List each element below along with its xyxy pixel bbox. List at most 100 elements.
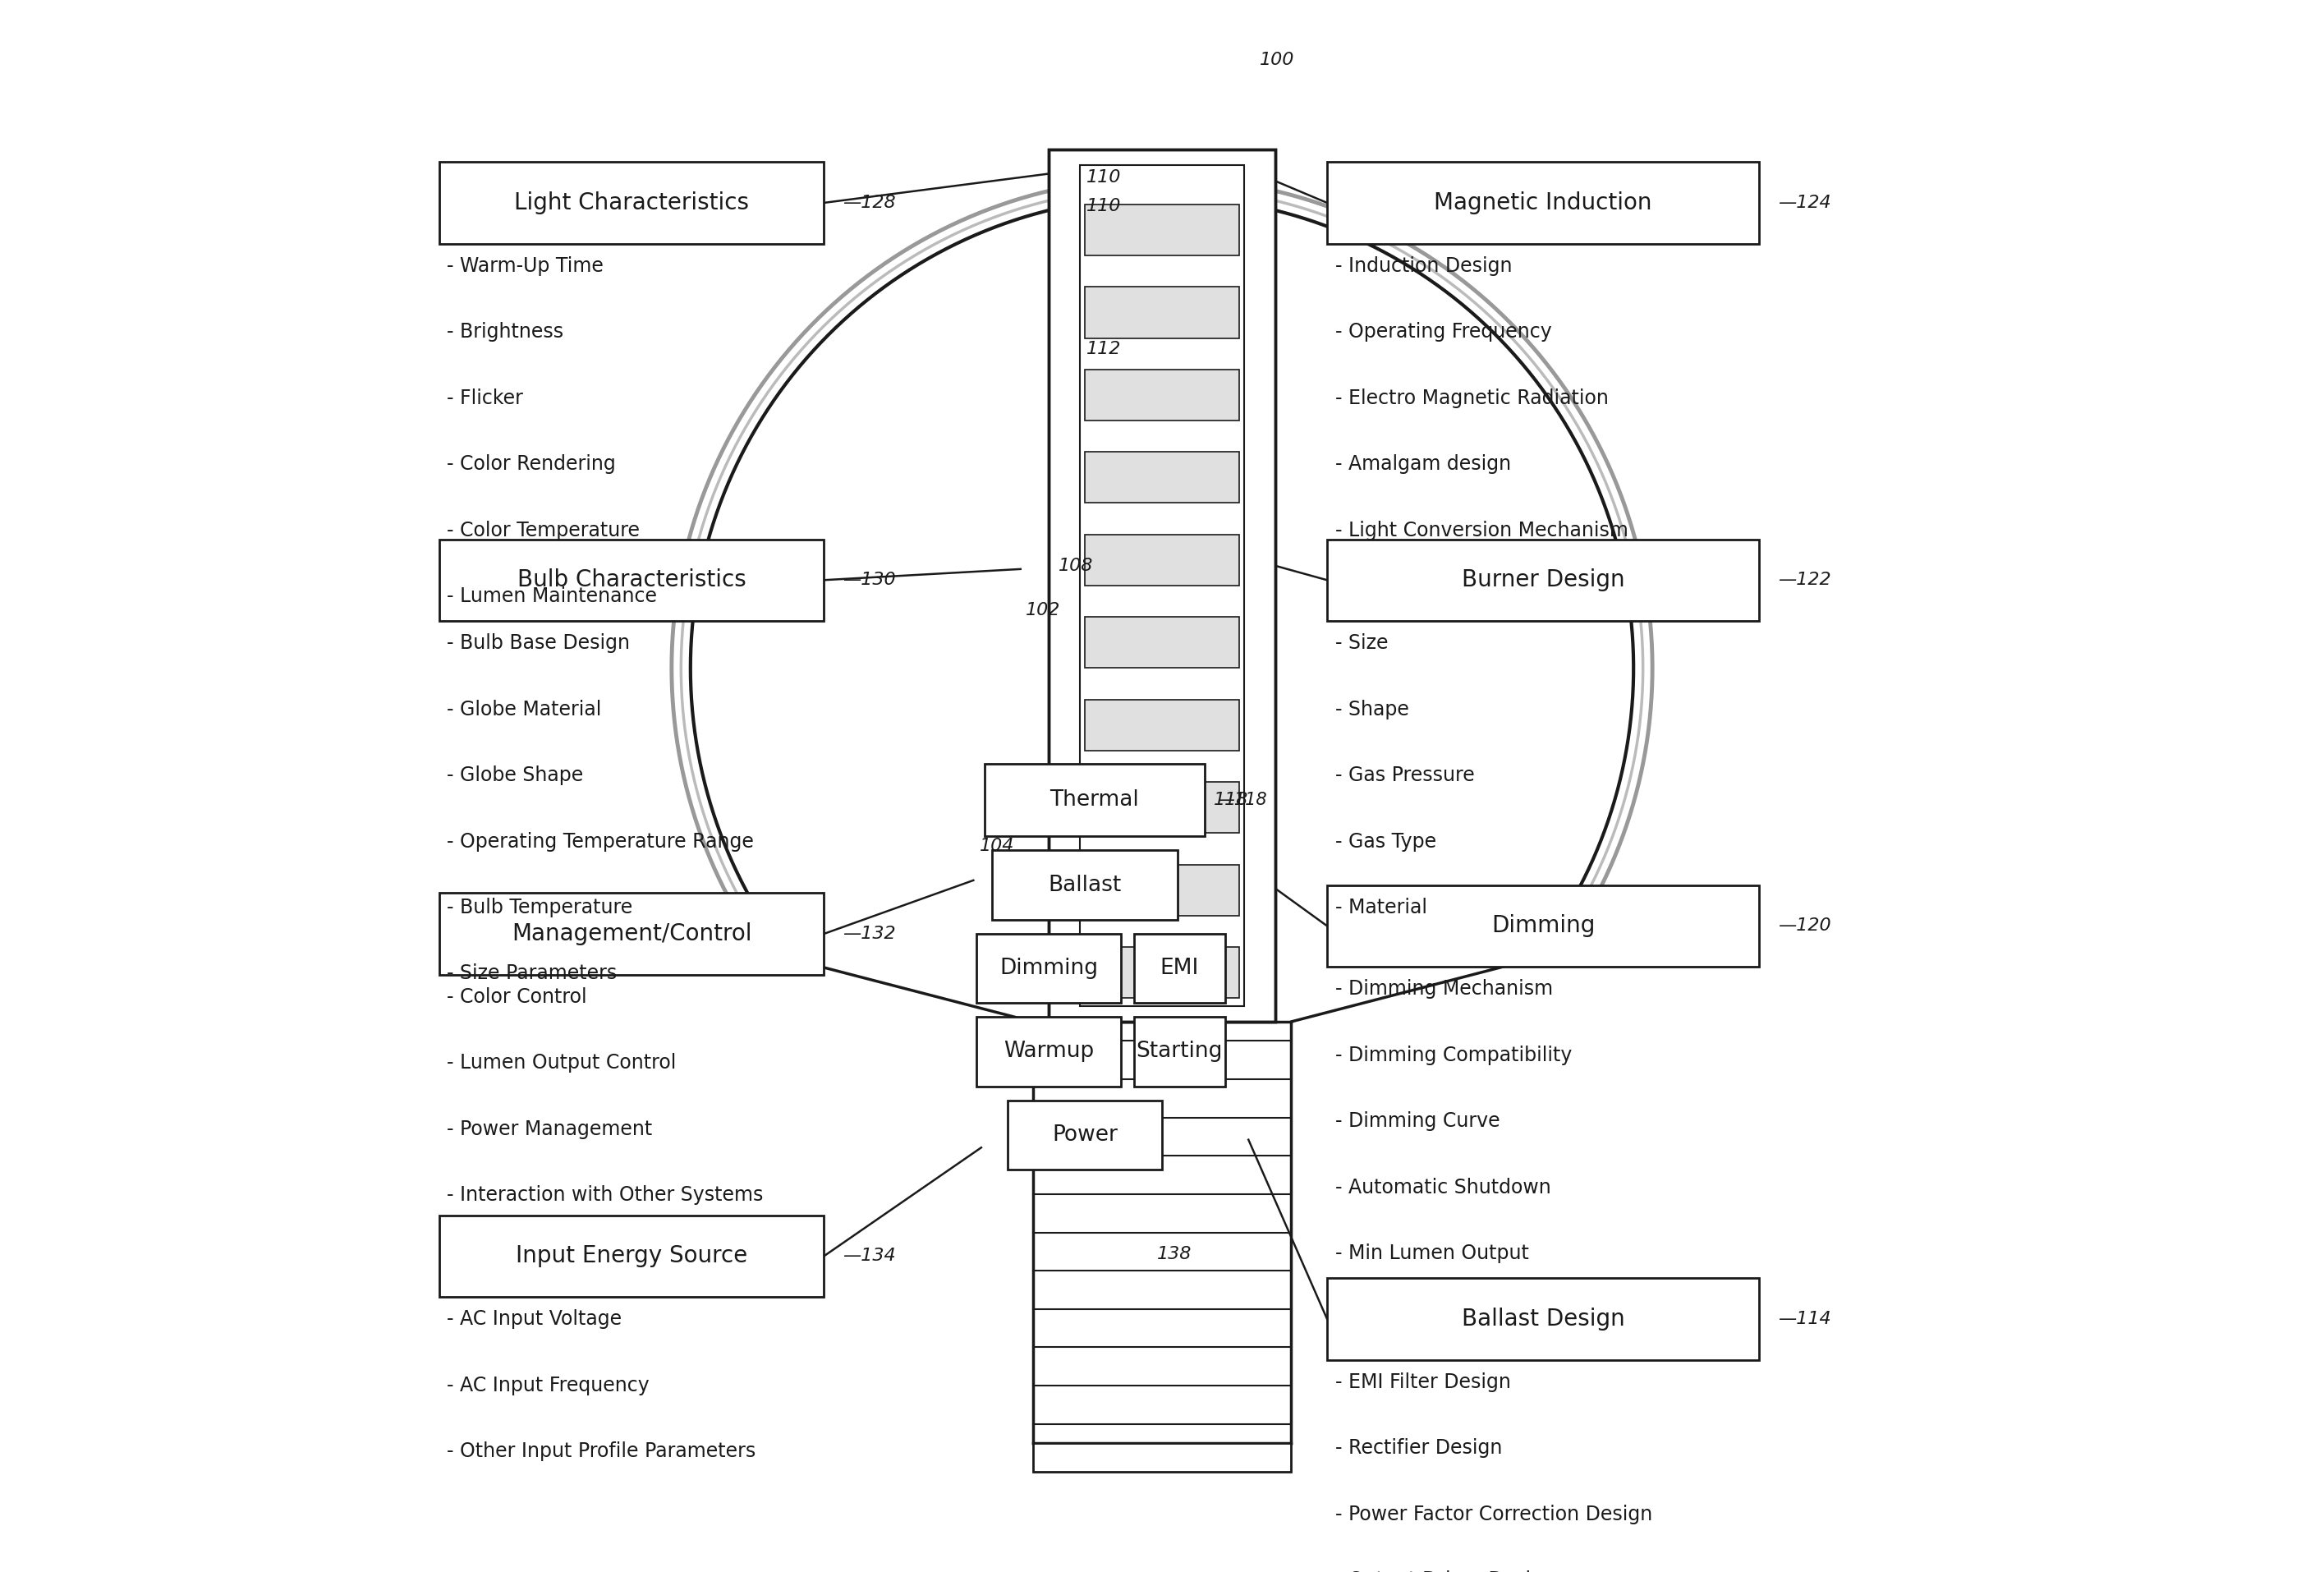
Text: —130: —130 <box>844 572 897 588</box>
Text: - AC Input Voltage: - AC Input Voltage <box>446 1309 623 1330</box>
Bar <box>1327 885 1759 967</box>
Text: Management/Control: Management/Control <box>511 923 751 945</box>
Bar <box>1085 451 1239 503</box>
Bar <box>992 850 1178 920</box>
Text: 104: 104 <box>981 838 1016 854</box>
Bar <box>1085 204 1239 255</box>
Text: —124: —124 <box>1778 195 1831 211</box>
Text: - Warm-Up Time: - Warm-Up Time <box>446 256 604 277</box>
Bar <box>439 162 825 244</box>
Bar <box>1034 1022 1290 1443</box>
Text: - Operating Temperature Range: - Operating Temperature Range <box>446 832 753 852</box>
Text: - EMI Filter Design: - EMI Filter Design <box>1334 1372 1511 1393</box>
Text: Input Energy Source: Input Energy Source <box>516 1245 748 1267</box>
Text: - Brightness: - Brightness <box>446 322 562 343</box>
Bar <box>439 1215 825 1297</box>
Bar <box>1085 700 1239 750</box>
Text: - AC Input Frequency: - AC Input Frequency <box>446 1376 648 1396</box>
Text: —134: —134 <box>844 1248 897 1264</box>
Text: - Output Driver Design: - Output Driver Design <box>1334 1570 1555 1572</box>
Bar <box>1327 162 1759 244</box>
Text: Light Characteristics: Light Characteristics <box>514 192 748 214</box>
Text: Power: Power <box>1053 1124 1118 1146</box>
Bar <box>976 934 1120 1003</box>
Text: - Induction Design: - Induction Design <box>1334 256 1513 277</box>
Text: - Size: - Size <box>1334 634 1387 654</box>
Bar <box>1034 1443 1290 1471</box>
Text: - Flicker: - Flicker <box>446 388 523 409</box>
Bar <box>985 764 1204 836</box>
Text: Magnetic Induction: Magnetic Induction <box>1434 192 1652 214</box>
Text: Starting: Starting <box>1136 1041 1222 1063</box>
Text: - Bulb Base Design: - Bulb Base Design <box>446 634 630 654</box>
Text: - Min Lumen Output: - Min Lumen Output <box>1334 1243 1529 1264</box>
Bar <box>439 539 825 621</box>
Bar <box>439 893 825 975</box>
Text: —122: —122 <box>1778 572 1831 588</box>
Text: - Automatic Shutdown: - Automatic Shutdown <box>1334 1177 1550 1198</box>
Text: Bulb Characteristics: Bulb Characteristics <box>516 569 746 591</box>
Text: - Dimming Curve: - Dimming Curve <box>1334 1111 1499 1132</box>
Bar <box>660 959 1664 1572</box>
Text: - Dimming Compatibility: - Dimming Compatibility <box>1334 1045 1571 1066</box>
Text: - Material: - Material <box>1334 898 1427 918</box>
Bar <box>1085 369 1239 420</box>
Text: - Size Parameters: - Size Parameters <box>446 964 618 984</box>
Text: Dimming: Dimming <box>999 957 1099 979</box>
Text: 108: 108 <box>1057 558 1092 574</box>
Text: - Power Management: - Power Management <box>446 1119 653 1140</box>
Bar <box>1134 1017 1225 1086</box>
Text: Thermal: Thermal <box>1050 789 1139 811</box>
Bar <box>1048 149 1276 1022</box>
Bar <box>1048 149 1276 1022</box>
Text: Dimming: Dimming <box>1492 915 1594 937</box>
Bar <box>1085 865 1239 915</box>
Text: EMI: EMI <box>1160 957 1199 979</box>
Bar <box>1327 539 1759 621</box>
Text: Ballast Design: Ballast Design <box>1462 1308 1624 1330</box>
Text: —132: —132 <box>844 926 897 942</box>
Text: - Interaction with Other Systems: - Interaction with Other Systems <box>446 1185 762 1206</box>
Text: Ballast: Ballast <box>1048 874 1122 896</box>
Text: - Globe Material: - Globe Material <box>446 700 602 720</box>
Circle shape <box>690 196 1634 1140</box>
Text: Warmup: Warmup <box>1004 1041 1095 1063</box>
Text: - Color Rendering: - Color Rendering <box>446 454 616 475</box>
Bar <box>1085 286 1239 338</box>
Text: - Electro Magnetic Radiation: - Electro Magnetic Radiation <box>1334 388 1608 409</box>
Bar <box>1085 946 1239 998</box>
Text: 100: 100 <box>1260 52 1294 68</box>
Text: - Other Input Profile Parameters: - Other Input Profile Parameters <box>446 1442 755 1462</box>
Text: - Rectifier Design: - Rectifier Design <box>1334 1438 1501 1459</box>
Text: - Dimming Mechanism: - Dimming Mechanism <box>1334 979 1552 1000</box>
Text: 138: 138 <box>1157 1247 1192 1262</box>
Text: - Light Conversion Mechanism: - Light Conversion Mechanism <box>1334 520 1627 541</box>
Text: - Gas Pressure: - Gas Pressure <box>1334 766 1473 786</box>
Text: - Bulb Temperature: - Bulb Temperature <box>446 898 632 918</box>
Text: Burner Design: Burner Design <box>1462 569 1624 591</box>
Text: 110: 110 <box>1088 198 1122 214</box>
Bar <box>1009 1100 1162 1170</box>
Bar <box>976 1017 1120 1086</box>
Text: - Operating Frequency: - Operating Frequency <box>1334 322 1552 343</box>
Text: - Color Temperature: - Color Temperature <box>446 520 639 541</box>
Text: - Globe Shape: - Globe Shape <box>446 766 583 786</box>
Bar <box>1085 781 1239 833</box>
Text: - Lumen Output Control: - Lumen Output Control <box>446 1053 676 1074</box>
Text: 118: 118 <box>1213 792 1248 808</box>
Text: —118: —118 <box>1218 792 1267 808</box>
Text: - Lumen Maintenance: - Lumen Maintenance <box>446 586 658 607</box>
Text: —114: —114 <box>1778 1311 1831 1327</box>
Text: —120: —120 <box>1778 918 1831 934</box>
Text: —128: —128 <box>844 195 897 211</box>
Bar <box>1081 165 1243 1006</box>
Bar <box>1134 934 1225 1003</box>
Text: 102: 102 <box>1025 602 1060 618</box>
Text: - Power Factor Correction Design: - Power Factor Correction Design <box>1334 1504 1652 1525</box>
Text: - Gas Type: - Gas Type <box>1334 832 1436 852</box>
Text: - Color Control: - Color Control <box>446 987 588 1008</box>
Text: - Amalgam design: - Amalgam design <box>1334 454 1511 475</box>
Bar <box>1085 534 1239 586</box>
Text: 112: 112 <box>1088 341 1122 357</box>
Bar <box>1085 616 1239 668</box>
